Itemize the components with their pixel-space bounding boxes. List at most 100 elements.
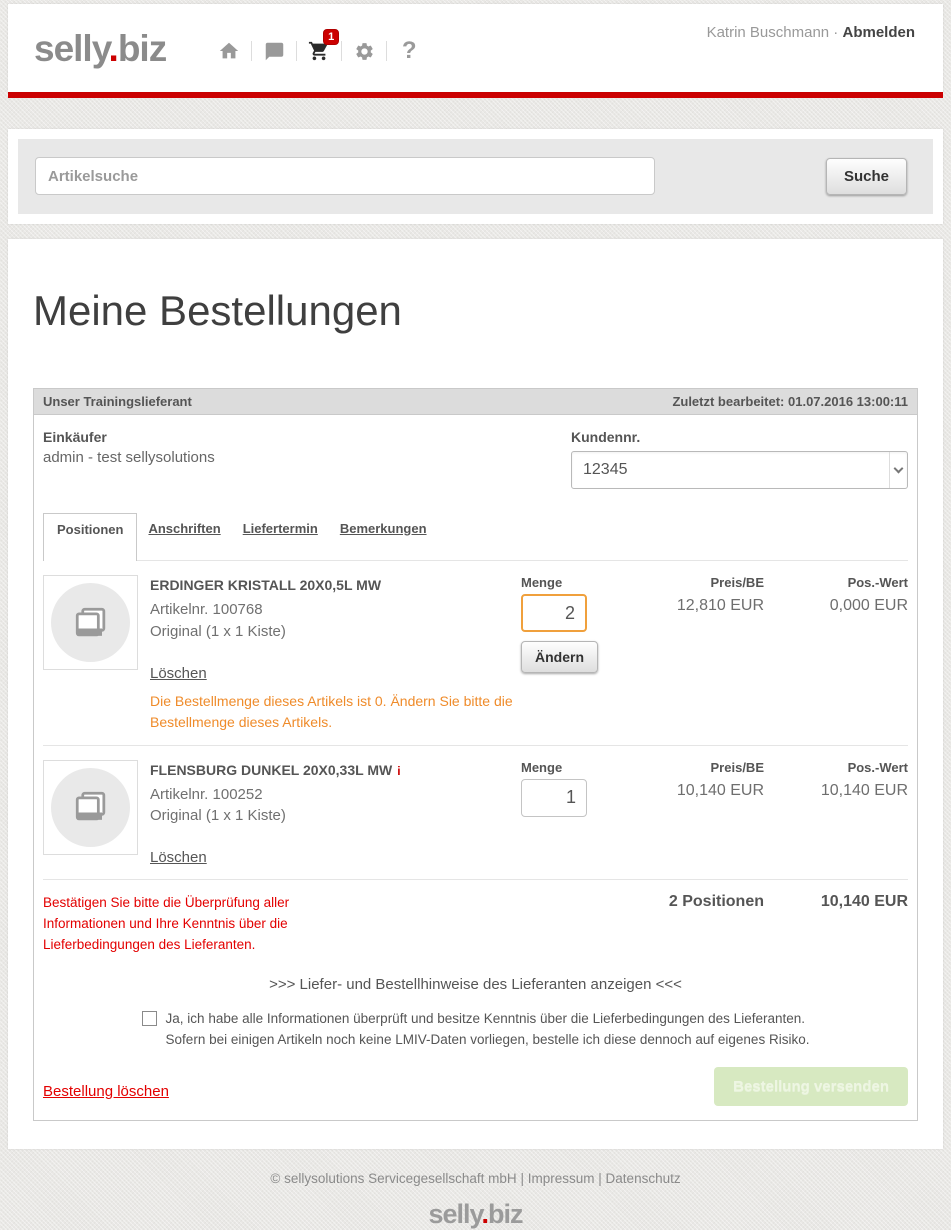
brand-logo-dot: . bbox=[108, 27, 119, 69]
confirm-checkbox[interactable] bbox=[141, 1010, 157, 1026]
quantity-label: Menge bbox=[521, 759, 563, 775]
nav-divider bbox=[341, 41, 343, 61]
tab-bemerkungen[interactable]: Bemerkungen bbox=[339, 521, 427, 536]
position-value-header: Pos.-Wert bbox=[847, 575, 908, 590]
quantity-label: Menge bbox=[521, 575, 563, 590]
accent-rule bbox=[8, 92, 943, 98]
logout-link[interactable]: Abmelden bbox=[842, 24, 915, 41]
item-info: ERDINGER KRISTALL 20X0,5L MW Artikelnr. … bbox=[150, 575, 521, 733]
user-separator: · bbox=[829, 24, 843, 41]
summary-row: Bestätigen Sie bitte die Überprüfung all… bbox=[43, 880, 908, 962]
position-value: 10,140 EUR bbox=[820, 781, 908, 799]
footer-logo-secondary: biz bbox=[488, 1198, 523, 1229]
photo-stack-icon bbox=[51, 583, 130, 662]
product-image-placeholder bbox=[43, 759, 138, 855]
page-title: Meine Bestellungen bbox=[33, 287, 402, 334]
item-delete-link[interactable]: Löschen bbox=[150, 664, 207, 682]
item-info-icon[interactable]: i bbox=[397, 763, 401, 778]
item-delete-link[interactable]: Löschen bbox=[150, 849, 207, 866]
chat-icon[interactable] bbox=[261, 38, 287, 64]
quantity-column: Menge bbox=[521, 760, 633, 868]
confirm-warning-text: Bestätigen Sie bitte die Überprüfung all… bbox=[43, 895, 290, 952]
brand-logo-secondary: biz bbox=[117, 27, 167, 69]
footer-separator: | bbox=[598, 1170, 602, 1186]
table-row: ERDINGER KRISTALL 20X0,5L MW Artikelnr. … bbox=[43, 561, 908, 746]
help-icon[interactable]: ? bbox=[396, 38, 422, 64]
position-value: 0,000 EUR bbox=[829, 597, 908, 614]
site-header: selly.biz 1 ? Katrin Buschmann · Abmelde… bbox=[8, 4, 943, 92]
main-content: Meine Bestellungen Unser Trainingsliefer… bbox=[8, 239, 943, 1149]
price-column: Preis/BE 10,140 EUR bbox=[633, 760, 764, 868]
tab-positionen[interactable]: Positionen bbox=[43, 513, 138, 561]
confirm-checkbox-line1: Ja, ich habe alle Informationen überprüf… bbox=[165, 1010, 805, 1026]
item-title: ERDINGER KRISTALL 20X0,5L MW bbox=[150, 577, 382, 593]
item-packaging: Original (1 x 1 Kiste) bbox=[150, 622, 286, 640]
last-edited: Zuletzt bearbeitet: 01.07.2016 13:00:11 bbox=[672, 394, 908, 409]
search-bar: Suche bbox=[18, 139, 933, 214]
actions-row: Bestellung löschen Bestellung versenden bbox=[43, 1066, 908, 1108]
footer-logo-primary: selly bbox=[428, 1198, 482, 1229]
buyer-row: Einkäufer admin - test sellysolutions Ku… bbox=[43, 423, 908, 491]
privacy-link[interactable]: Datenschutz bbox=[605, 1170, 681, 1186]
order-panel: Unser Trainingslieferant Zuletzt bearbei… bbox=[33, 388, 918, 1121]
customer-number-block: Kundennr. 12345 bbox=[571, 429, 908, 489]
delete-order-link[interactable]: Bestellung löschen bbox=[43, 1082, 169, 1100]
brand-logo[interactable]: selly.biz bbox=[34, 27, 167, 69]
item-packaging: Original (1 x 1 Kiste) bbox=[150, 807, 286, 825]
buyer-label: Einkäufer bbox=[43, 429, 107, 445]
user-name: Katrin Buschmann bbox=[706, 24, 830, 41]
item-title-text: FLENSBURG DUNKEL 20X0,33L MW bbox=[150, 761, 393, 778]
order-panel-body: Einkäufer admin - test sellysolutions Ku… bbox=[34, 415, 917, 1120]
order-total: 10,140 EUR bbox=[820, 893, 908, 910]
item-article-no: Artikelnr. 100252 bbox=[150, 785, 263, 803]
item-info: FLENSBURG DUNKEL 20X0,33L MW i Artikelnr.… bbox=[150, 760, 521, 868]
quantity-input[interactable] bbox=[521, 778, 587, 817]
quantity-column: Menge Ändern bbox=[521, 575, 633, 733]
footer-line: © sellysolutions Servicegesellschaft mbH… bbox=[0, 1171, 951, 1186]
home-icon[interactable] bbox=[216, 38, 242, 64]
footer-brand-logo: selly.biz bbox=[0, 1199, 951, 1230]
summary-spacer bbox=[338, 893, 633, 956]
positions-count: 2 Positionen bbox=[668, 893, 764, 910]
position-value-header: Pos.-Wert bbox=[847, 759, 908, 775]
tab-liefertermin[interactable]: Liefertermin bbox=[242, 521, 318, 536]
price-header: Preis/BE bbox=[710, 575, 764, 590]
tab-bar: Positionen Anschriften Liefertermin Beme… bbox=[43, 513, 908, 561]
customer-number-select[interactable]: 12345 bbox=[571, 451, 908, 489]
search-card: Suche bbox=[8, 129, 943, 224]
imprint-link[interactable]: Impressum bbox=[527, 1170, 595, 1186]
position-value-column: Pos.-Wert 0,000 EUR bbox=[764, 575, 908, 733]
change-quantity-button[interactable]: Ändern bbox=[521, 641, 598, 673]
price-column: Preis/BE 12,810 EUR bbox=[633, 575, 764, 733]
help-glyph: ? bbox=[401, 37, 417, 64]
item-meta: Artikelnr. 100252 Original (1 x 1 Kiste) bbox=[150, 784, 521, 828]
quantity-input[interactable] bbox=[521, 594, 587, 632]
chevron-down-icon bbox=[889, 452, 907, 488]
send-order-button[interactable]: Bestellung versenden bbox=[714, 1066, 908, 1106]
table-row: FLENSBURG DUNKEL 20X0,33L MW i Artikelnr.… bbox=[43, 746, 908, 880]
price-header: Preis/BE bbox=[710, 759, 764, 775]
position-value-column: Pos.-Wert 10,140 EUR bbox=[764, 760, 908, 868]
supplier-hints-link[interactable]: >>> Liefer- und Bestellhinweise des Lief… bbox=[269, 975, 682, 993]
header-nav: 1 ? bbox=[216, 29, 422, 64]
tab-anschriften[interactable]: Anschriften bbox=[148, 521, 221, 536]
price-value: 10,140 EUR bbox=[676, 781, 764, 799]
site-footer: © sellysolutions Servicegesellschaft mbH… bbox=[0, 1149, 951, 1230]
nav-divider bbox=[296, 41, 298, 61]
confirm-checkbox-line2: Sofern bei einigen Artikeln noch keine L… bbox=[165, 1031, 810, 1047]
nav-divider bbox=[386, 41, 388, 61]
price-value: 12,810 EUR bbox=[676, 597, 764, 614]
search-button[interactable]: Suche bbox=[825, 157, 907, 195]
confirm-checkbox-text: Ja, ich habe alle Informationen überprüf… bbox=[166, 1009, 810, 1051]
photo-stack-icon bbox=[51, 767, 130, 847]
buyer-value: admin - test sellysolutions bbox=[43, 449, 215, 466]
search-input[interactable] bbox=[35, 157, 655, 195]
item-article-no: Artikelnr. 100768 bbox=[150, 601, 263, 618]
item-title: FLENSBURG DUNKEL 20X0,33L MW i bbox=[150, 762, 521, 778]
nav-divider bbox=[251, 41, 253, 61]
cart-icon[interactable]: 1 bbox=[306, 29, 340, 64]
gear-icon[interactable] bbox=[351, 38, 377, 64]
confirm-row: Ja, ich habe alle Informationen überprüf… bbox=[43, 1009, 908, 1051]
product-image-placeholder bbox=[43, 575, 138, 670]
user-box: Katrin Buschmann · Abmelden bbox=[707, 24, 915, 41]
